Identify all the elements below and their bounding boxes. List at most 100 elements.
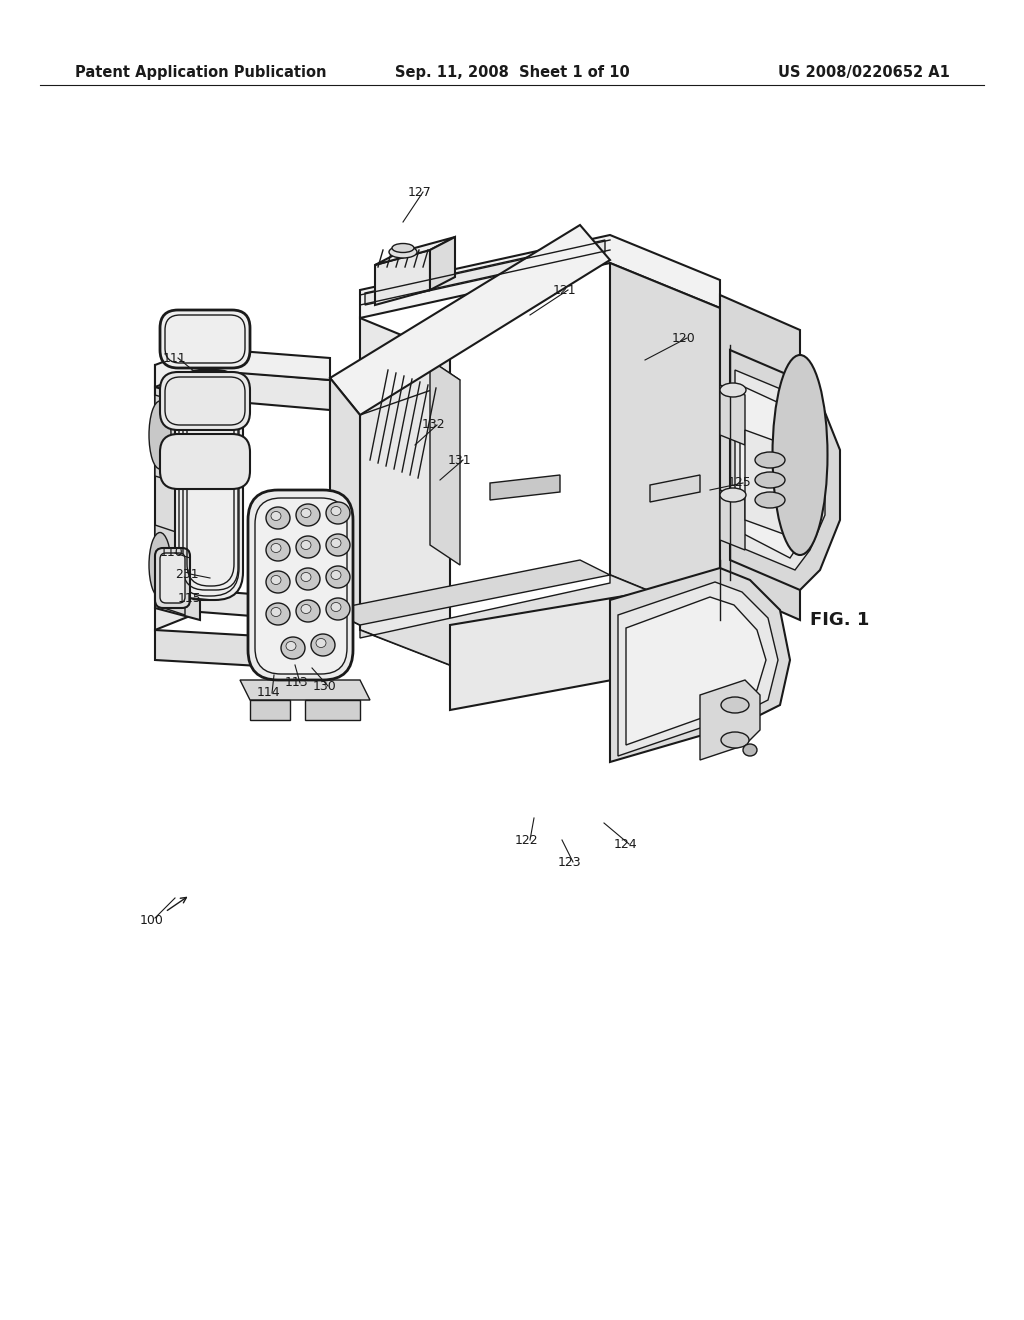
- Ellipse shape: [301, 605, 311, 614]
- Text: 113: 113: [285, 676, 308, 689]
- Polygon shape: [430, 360, 460, 565]
- Text: 100: 100: [140, 913, 164, 927]
- Ellipse shape: [296, 536, 319, 558]
- Polygon shape: [375, 249, 430, 305]
- Ellipse shape: [721, 733, 749, 748]
- Polygon shape: [240, 680, 370, 700]
- Ellipse shape: [266, 572, 290, 593]
- Ellipse shape: [271, 511, 281, 520]
- Polygon shape: [490, 475, 560, 500]
- Ellipse shape: [296, 601, 319, 622]
- Ellipse shape: [743, 744, 757, 756]
- Ellipse shape: [281, 638, 305, 659]
- Text: 121: 121: [553, 284, 577, 297]
- Ellipse shape: [301, 540, 311, 549]
- Ellipse shape: [301, 573, 311, 582]
- Text: 124: 124: [614, 837, 638, 850]
- Ellipse shape: [150, 532, 171, 598]
- Polygon shape: [155, 348, 330, 387]
- Text: US 2008/0220652 A1: US 2008/0220652 A1: [778, 66, 950, 81]
- Text: 110: 110: [160, 546, 183, 560]
- Polygon shape: [155, 630, 330, 671]
- Text: 127: 127: [408, 186, 432, 198]
- Ellipse shape: [266, 539, 290, 561]
- Polygon shape: [360, 318, 450, 665]
- Ellipse shape: [331, 570, 341, 579]
- Ellipse shape: [326, 535, 350, 556]
- Polygon shape: [155, 395, 185, 484]
- Text: 231: 231: [175, 568, 199, 581]
- Polygon shape: [610, 568, 790, 762]
- FancyBboxPatch shape: [160, 553, 185, 603]
- Polygon shape: [250, 700, 290, 719]
- Polygon shape: [650, 475, 700, 502]
- Polygon shape: [155, 590, 330, 630]
- FancyBboxPatch shape: [160, 310, 250, 368]
- Ellipse shape: [271, 544, 281, 553]
- Ellipse shape: [720, 488, 746, 502]
- Ellipse shape: [271, 576, 281, 585]
- Text: 131: 131: [449, 454, 472, 466]
- Polygon shape: [745, 430, 800, 540]
- Text: 120: 120: [672, 331, 695, 345]
- Ellipse shape: [326, 566, 350, 587]
- Ellipse shape: [755, 473, 785, 488]
- Polygon shape: [730, 350, 840, 590]
- Polygon shape: [720, 294, 800, 620]
- Polygon shape: [360, 235, 720, 318]
- Ellipse shape: [331, 507, 341, 516]
- FancyBboxPatch shape: [255, 498, 347, 675]
- Polygon shape: [330, 414, 360, 615]
- Polygon shape: [330, 378, 360, 624]
- Ellipse shape: [772, 355, 827, 554]
- Text: 111: 111: [163, 351, 186, 364]
- Text: 122: 122: [515, 833, 539, 846]
- Ellipse shape: [721, 697, 749, 713]
- Ellipse shape: [392, 243, 414, 252]
- FancyBboxPatch shape: [160, 434, 250, 488]
- Text: Sep. 11, 2008  Sheet 1 of 10: Sep. 11, 2008 Sheet 1 of 10: [394, 66, 630, 81]
- Polygon shape: [305, 700, 360, 719]
- Text: 123: 123: [558, 855, 582, 869]
- Ellipse shape: [266, 507, 290, 529]
- Ellipse shape: [326, 502, 350, 524]
- Polygon shape: [450, 579, 720, 710]
- Polygon shape: [155, 525, 185, 615]
- Ellipse shape: [755, 451, 785, 469]
- Ellipse shape: [389, 246, 417, 257]
- Ellipse shape: [720, 383, 746, 397]
- Polygon shape: [618, 582, 778, 756]
- Ellipse shape: [150, 401, 171, 469]
- Ellipse shape: [296, 504, 319, 525]
- Text: 132: 132: [422, 418, 445, 432]
- Text: 130: 130: [313, 680, 337, 693]
- Polygon shape: [740, 385, 814, 558]
- Polygon shape: [700, 680, 760, 760]
- Ellipse shape: [316, 639, 326, 648]
- Ellipse shape: [326, 598, 350, 620]
- Polygon shape: [330, 360, 460, 414]
- Polygon shape: [626, 597, 766, 744]
- Polygon shape: [735, 370, 825, 570]
- Ellipse shape: [271, 607, 281, 616]
- Text: FIG. 1: FIG. 1: [810, 611, 869, 630]
- Text: 115: 115: [178, 591, 202, 605]
- Ellipse shape: [296, 568, 319, 590]
- Ellipse shape: [311, 634, 335, 656]
- FancyBboxPatch shape: [160, 372, 250, 430]
- Polygon shape: [610, 263, 720, 620]
- Polygon shape: [720, 490, 745, 550]
- Text: Patent Application Publication: Patent Application Publication: [75, 66, 327, 81]
- Ellipse shape: [266, 603, 290, 624]
- Ellipse shape: [301, 508, 311, 517]
- Polygon shape: [330, 560, 610, 624]
- Polygon shape: [360, 576, 720, 665]
- FancyBboxPatch shape: [155, 548, 190, 609]
- FancyBboxPatch shape: [248, 490, 353, 680]
- Polygon shape: [375, 238, 455, 265]
- Ellipse shape: [755, 492, 785, 508]
- FancyBboxPatch shape: [175, 370, 243, 601]
- Polygon shape: [720, 385, 745, 445]
- Text: 114: 114: [257, 686, 281, 700]
- Ellipse shape: [331, 602, 341, 611]
